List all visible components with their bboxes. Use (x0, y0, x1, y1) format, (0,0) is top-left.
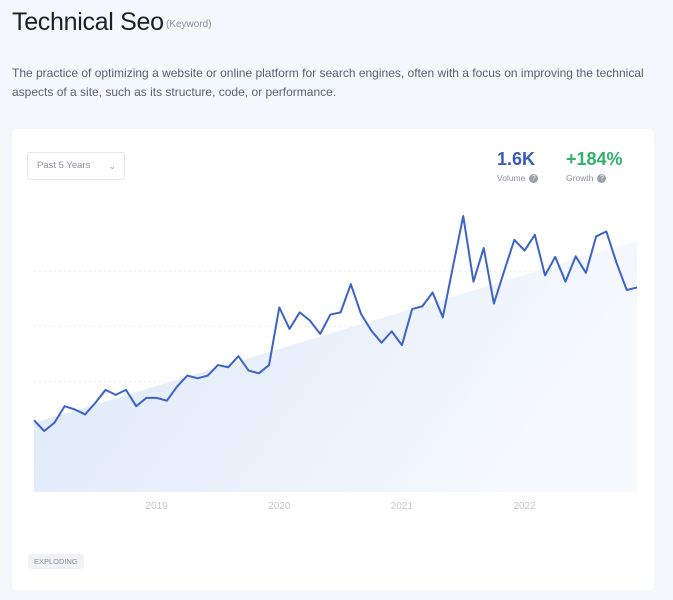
volume-value: 1.6K (497, 149, 536, 169)
volume-label: Volume (497, 173, 526, 183)
exploding-badge: EXPLODING (28, 554, 84, 569)
x-tick-label: 2020 (268, 501, 291, 512)
help-icon[interactable]: ? (597, 174, 607, 184)
x-tick-label: 2022 (513, 501, 536, 512)
trend-card: Past 5 Years ⌄ 1.6K Volume? +184% Growth… (12, 129, 654, 590)
keyword-description: The practice of optimizing a website or … (12, 66, 644, 99)
x-tick-label: 2021 (391, 501, 414, 512)
page-title: Technical Seo (12, 8, 164, 36)
growth-label: Growth (566, 173, 594, 183)
time-range-value: Past 5 Years (37, 160, 91, 171)
series-line (33, 215, 638, 433)
trend-area (34, 240, 637, 492)
growth-value: +184% (566, 149, 623, 169)
volume-stat: 1.6K Volume? (497, 149, 539, 184)
time-range-select[interactable]: Past 5 Years ⌄ (27, 152, 125, 180)
trend-chart: 2019 2020 2021 2022 (33, 215, 638, 512)
growth-stat: +184% Growth? (566, 149, 623, 184)
x-tick-label: 2019 (146, 501, 169, 512)
chevron-down-icon: ⌄ (108, 161, 116, 171)
help-icon[interactable]: ? (529, 174, 539, 184)
keyword-type-label: (Keyword) (166, 19, 212, 30)
